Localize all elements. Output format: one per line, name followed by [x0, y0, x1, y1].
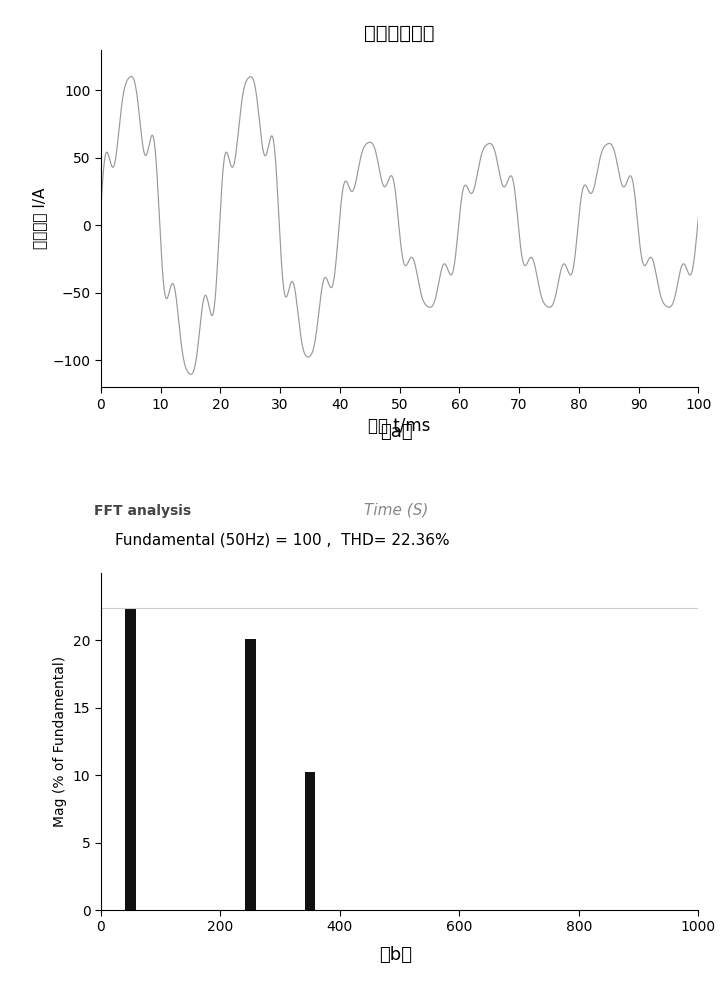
Text: （a）: （a） — [379, 423, 413, 441]
Title: 负载电流波形: 负载电流波形 — [364, 24, 435, 43]
Bar — [305, 772, 315, 910]
Text: Fundamental (50Hz) = 100 ,  THD= 22.36%: Fundamental (50Hz) = 100 , THD= 22.36% — [115, 533, 450, 548]
Bar — [125, 608, 136, 910]
Text: （b）: （b） — [379, 946, 413, 964]
X-axis label: 时间 t/ms: 时间 t/ms — [369, 417, 431, 435]
Y-axis label: Mag (% of Fundamental): Mag (% of Fundamental) — [53, 656, 67, 827]
Bar — [245, 639, 256, 910]
Y-axis label: 电流幅値 I/A: 电流幅値 I/A — [32, 188, 47, 249]
Text: Time (S): Time (S) — [364, 503, 428, 518]
Text: FFT analysis: FFT analysis — [94, 504, 191, 518]
